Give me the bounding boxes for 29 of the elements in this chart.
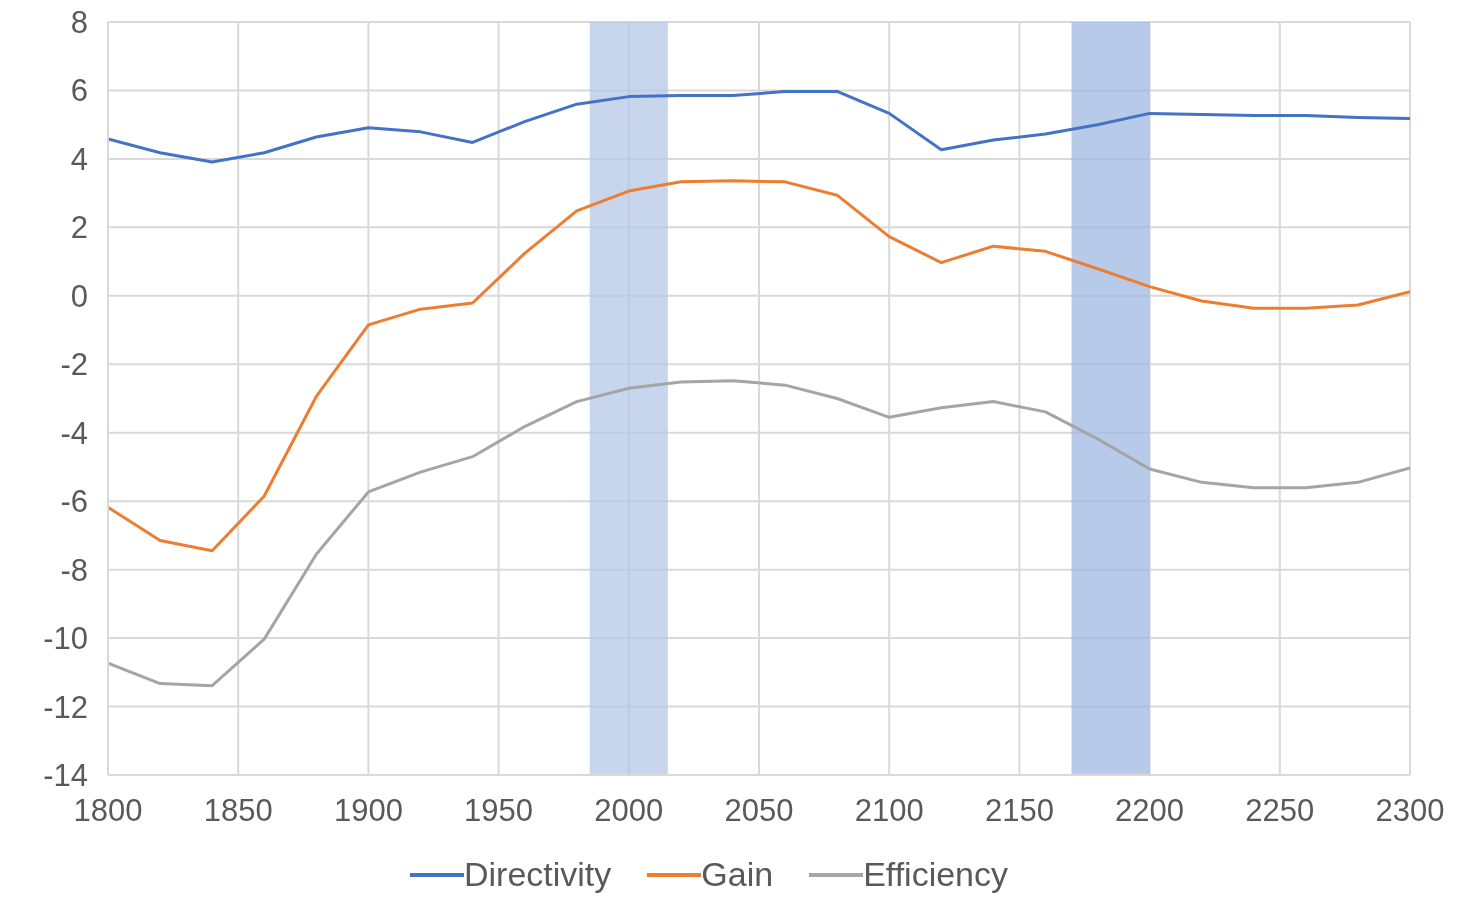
y-tick-label: -8 — [60, 552, 88, 588]
y-tick-label: 8 — [70, 5, 88, 41]
x-tick-label: 1850 — [203, 793, 273, 829]
y-tick-label: -6 — [60, 484, 88, 520]
x-tick-label: 2300 — [1375, 793, 1445, 829]
x-tick-label: 2200 — [1115, 793, 1185, 829]
x-tick-label: 1900 — [333, 793, 403, 829]
y-tick-label: -12 — [43, 689, 88, 725]
y-tick-label: 6 — [70, 73, 88, 109]
line-series — [108, 179, 1410, 553]
y-tick-label: 2 — [70, 210, 88, 246]
x-tick-label: 1950 — [464, 793, 534, 829]
y-tick-label: -4 — [60, 415, 88, 451]
x-tick-label: 2100 — [854, 793, 924, 829]
y-tick-label: -2 — [60, 347, 88, 383]
y-tick-label: -10 — [43, 621, 88, 657]
x-tick-label: 2050 — [724, 793, 794, 829]
x-tick-label: 2000 — [594, 793, 664, 829]
legend-label: Directivity — [463, 855, 612, 894]
x-tick-label: 2250 — [1245, 793, 1315, 829]
legend-label: Efficiency — [863, 855, 1009, 894]
y-tick-label: 0 — [70, 278, 88, 314]
x-tick-label: 1800 — [73, 793, 143, 829]
legend-label: Gain — [701, 855, 774, 894]
line-series — [108, 89, 1410, 164]
x-tick-label: 2150 — [984, 793, 1054, 829]
y-tick-label: -14 — [43, 758, 88, 794]
line-series — [108, 379, 1410, 688]
y-tick-label: 4 — [70, 141, 88, 177]
